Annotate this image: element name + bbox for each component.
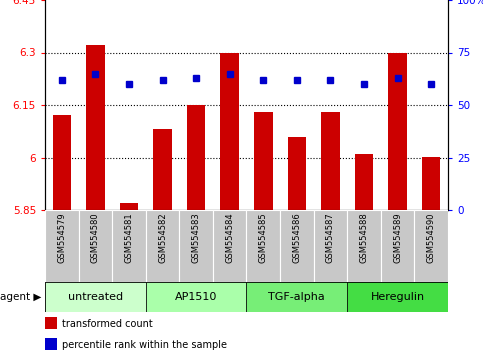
Bar [422, 158, 440, 210]
Bar [246, 210, 280, 282]
Bar [280, 210, 313, 282]
Text: GSM554587: GSM554587 [326, 212, 335, 263]
Bar [347, 210, 381, 282]
Bar [45, 317, 57, 329]
Bar [254, 112, 272, 210]
Bar [388, 52, 407, 210]
Bar [153, 130, 172, 210]
Bar [321, 112, 340, 210]
Text: agent ▶: agent ▶ [0, 292, 42, 302]
Text: GSM554584: GSM554584 [225, 212, 234, 263]
Bar [187, 105, 205, 210]
Bar [45, 338, 57, 350]
Text: TGF-alpha: TGF-alpha [269, 292, 325, 302]
Bar [45, 210, 79, 282]
Bar [112, 210, 146, 282]
Text: GSM554583: GSM554583 [192, 212, 200, 263]
Bar [179, 210, 213, 282]
Text: GSM554586: GSM554586 [292, 212, 301, 263]
Bar [146, 210, 179, 282]
Text: GSM554581: GSM554581 [125, 212, 133, 263]
Text: percentile rank within the sample: percentile rank within the sample [62, 340, 227, 350]
Bar [246, 282, 347, 312]
Text: untreated: untreated [68, 292, 123, 302]
Bar [220, 52, 239, 210]
Text: AP1510: AP1510 [175, 292, 217, 302]
Text: GSM554579: GSM554579 [57, 212, 66, 263]
Bar [53, 115, 71, 210]
Text: GSM554590: GSM554590 [426, 212, 436, 263]
Text: transformed count: transformed count [62, 319, 153, 329]
Bar [45, 282, 146, 312]
Text: GSM554582: GSM554582 [158, 212, 167, 263]
Bar [313, 210, 347, 282]
Bar [120, 203, 138, 210]
Text: GSM554588: GSM554588 [359, 212, 369, 263]
Bar [288, 137, 306, 210]
Text: GSM554585: GSM554585 [259, 212, 268, 263]
Bar [79, 210, 112, 282]
Bar [381, 210, 414, 282]
Text: Heregulin: Heregulin [370, 292, 425, 302]
Bar [146, 282, 246, 312]
Bar [355, 154, 373, 210]
Bar [414, 210, 448, 282]
Bar [86, 46, 105, 210]
Text: GSM554580: GSM554580 [91, 212, 100, 263]
Text: GSM554589: GSM554589 [393, 212, 402, 263]
Bar [213, 210, 246, 282]
Bar [347, 282, 448, 312]
